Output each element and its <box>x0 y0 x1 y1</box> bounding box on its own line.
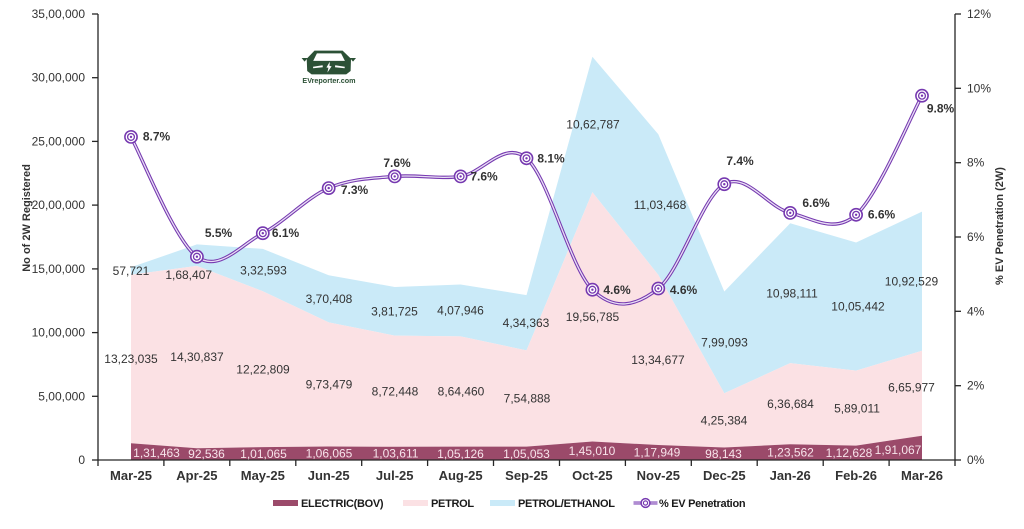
svg-text:1,05,053: 1,05,053 <box>503 447 550 461</box>
svg-text:30,00,000: 30,00,000 <box>32 71 86 85</box>
svg-text:4,07,946: 4,07,946 <box>437 304 484 318</box>
svg-text:EVreporter.com: EVreporter.com <box>302 76 355 85</box>
svg-text:20,00,000: 20,00,000 <box>32 198 86 212</box>
svg-text:Jun-25: Jun-25 <box>308 468 350 483</box>
svg-text:98,143: 98,143 <box>705 447 742 461</box>
svg-text:5,89,011: 5,89,011 <box>834 401 880 415</box>
svg-text:2%: 2% <box>967 379 985 393</box>
svg-text:1,68,407: 1,68,407 <box>165 268 212 282</box>
svg-text:3,32,593: 3,32,593 <box>240 263 287 277</box>
svg-text:3,70,408: 3,70,408 <box>306 292 353 306</box>
svg-text:12%: 12% <box>967 7 991 21</box>
svg-text:8,64,460: 8,64,460 <box>438 385 485 399</box>
svg-text:7,99,093: 7,99,093 <box>701 336 748 350</box>
svg-text:9,73,479: 9,73,479 <box>306 378 353 392</box>
svg-text:15,00,000: 15,00,000 <box>32 262 86 276</box>
svg-text:10,00,000: 10,00,000 <box>32 326 86 340</box>
svg-text:14,30,837: 14,30,837 <box>170 350 224 364</box>
svg-text:Mar-25: Mar-25 <box>110 468 152 483</box>
svg-text:8.1%: 8.1% <box>537 152 565 166</box>
svg-text:Jan-26: Jan-26 <box>770 468 811 483</box>
svg-text:5,00,000: 5,00,000 <box>38 389 85 403</box>
svg-text:11,03,468: 11,03,468 <box>634 198 687 212</box>
svg-text:Sep-25: Sep-25 <box>505 468 548 483</box>
svg-text:PETROL/ETHANOL: PETROL/ETHANOL <box>518 498 615 510</box>
svg-text:Nov-25: Nov-25 <box>637 468 680 483</box>
svg-text:8%: 8% <box>967 156 985 170</box>
svg-text:% EV Penetration: % EV Penetration <box>659 498 746 510</box>
svg-text:1,01,065: 1,01,065 <box>240 447 287 461</box>
svg-text:6%: 6% <box>967 230 985 244</box>
svg-text:No of 2W Registered: No of 2W Registered <box>21 164 33 272</box>
svg-text:13,23,035: 13,23,035 <box>104 352 158 366</box>
svg-text:PETROL: PETROL <box>431 498 474 510</box>
svg-text:4.6%: 4.6% <box>603 283 631 297</box>
svg-text:1,31,463: 1,31,463 <box>133 446 180 460</box>
svg-text:Apr-25: Apr-25 <box>176 468 217 483</box>
svg-text:10%: 10% <box>967 81 991 95</box>
svg-text:25,00,000: 25,00,000 <box>32 134 86 148</box>
svg-text:8,72,448: 8,72,448 <box>372 384 419 398</box>
svg-text:6,65,977: 6,65,977 <box>888 381 935 395</box>
svg-text:10,05,442: 10,05,442 <box>831 300 885 314</box>
svg-text:4,34,363: 4,34,363 <box>503 316 550 330</box>
svg-text:10,62,787: 10,62,787 <box>566 118 620 132</box>
svg-text:7.6%: 7.6% <box>383 156 411 170</box>
svg-text:6,36,684: 6,36,684 <box>767 397 814 411</box>
svg-text:Jul-25: Jul-25 <box>376 468 414 483</box>
svg-text:Dec-25: Dec-25 <box>703 468 746 483</box>
svg-text:1,05,126: 1,05,126 <box>437 447 484 461</box>
svg-text:7.6%: 7.6% <box>470 170 498 184</box>
svg-text:8.7%: 8.7% <box>143 130 171 144</box>
svg-text:1,91,067: 1,91,067 <box>875 443 922 457</box>
svg-text:4.6%: 4.6% <box>670 283 698 297</box>
svg-text:7.3%: 7.3% <box>341 183 369 197</box>
svg-text:0: 0 <box>78 453 85 467</box>
svg-text:Feb-26: Feb-26 <box>835 468 877 483</box>
svg-text:1,45,010: 1,45,010 <box>569 444 616 458</box>
svg-text:19,56,785: 19,56,785 <box>566 310 620 324</box>
svg-text:12,22,809: 12,22,809 <box>236 362 290 376</box>
svg-text:4%: 4% <box>967 304 985 318</box>
svg-text:ELECTRIC(BOV): ELECTRIC(BOV) <box>301 498 384 510</box>
svg-text:Oct-25: Oct-25 <box>572 468 612 483</box>
svg-text:6.6%: 6.6% <box>868 208 896 222</box>
svg-text:1,03,611: 1,03,611 <box>373 447 419 461</box>
svg-text:7.4%: 7.4% <box>726 154 754 168</box>
svg-text:Mar-26: Mar-26 <box>901 468 943 483</box>
svg-text:35,00,000: 35,00,000 <box>32 7 86 21</box>
svg-text:6.6%: 6.6% <box>802 196 830 210</box>
svg-text:57,721: 57,721 <box>113 264 150 278</box>
svg-text:Aug-25: Aug-25 <box>439 468 483 483</box>
svg-text:0%: 0% <box>967 453 985 467</box>
svg-text:4,25,384: 4,25,384 <box>701 414 748 428</box>
svg-text:1,23,562: 1,23,562 <box>767 445 814 459</box>
svg-text:% EV Penetration (2W): % EV Penetration (2W) <box>994 167 1006 285</box>
svg-text:1,17,949: 1,17,949 <box>634 446 681 460</box>
svg-text:10,92,529: 10,92,529 <box>885 274 939 288</box>
svg-text:92,536: 92,536 <box>188 447 225 461</box>
svg-text:1,06,065: 1,06,065 <box>306 446 353 460</box>
svg-text:9.8%: 9.8% <box>927 102 955 116</box>
svg-text:1,12,628: 1,12,628 <box>826 446 873 460</box>
svg-text:13,34,677: 13,34,677 <box>631 353 685 367</box>
svg-text:May-25: May-25 <box>241 468 285 483</box>
svg-text:3,81,725: 3,81,725 <box>371 305 418 319</box>
svg-text:10,98,111: 10,98,111 <box>766 286 818 300</box>
svg-text:6.1%: 6.1% <box>272 226 300 240</box>
svg-text:7,54,888: 7,54,888 <box>504 392 551 406</box>
svg-text:5.5%: 5.5% <box>205 226 233 240</box>
